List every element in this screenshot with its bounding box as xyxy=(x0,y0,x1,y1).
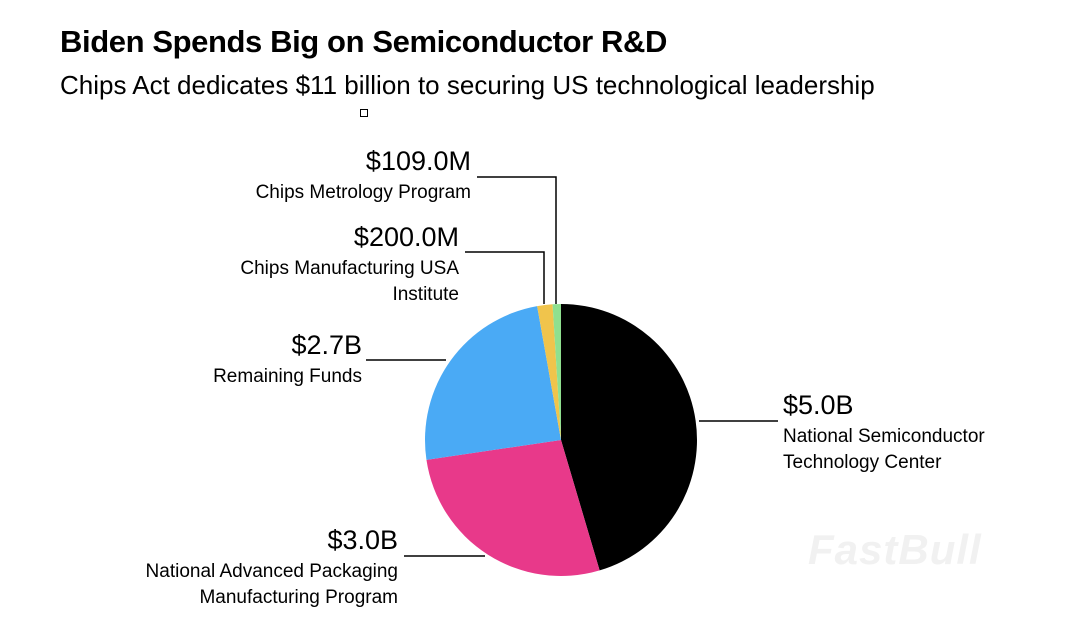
pie-slice-0 xyxy=(561,304,697,571)
slice-name-label-1-0: National Advanced Packaging xyxy=(146,561,398,582)
slice-name-label-0-0: National Semiconductor xyxy=(783,426,985,447)
pie-slice-3 xyxy=(537,304,561,440)
leader-line-3 xyxy=(465,251,545,304)
slice-name-label-3-0: Chips Manufacturing USA xyxy=(240,258,459,279)
slice-name-label-0-1: Technology Center xyxy=(783,452,942,473)
slice-value-label-0: $5.0B xyxy=(783,390,854,420)
leader-line-4 xyxy=(477,176,557,304)
slice-name-label-2-0: Remaining Funds xyxy=(213,366,362,387)
pie-slice-4 xyxy=(552,304,561,440)
slice-name-label-4-0: Chips Metrology Program xyxy=(256,182,471,203)
slice-name-label-3-1: Institute xyxy=(392,284,459,305)
slice-value-label-4: $109.0M xyxy=(366,146,471,176)
slice-value-label-3: $200.0M xyxy=(354,222,459,252)
selection-marker xyxy=(360,109,368,117)
pie-slice-1 xyxy=(426,440,600,576)
slice-name-label-1-1: Manufacturing Program xyxy=(199,587,398,608)
watermark-logo: FastBull xyxy=(808,526,982,573)
slice-value-label-2: $2.7B xyxy=(291,330,362,360)
pie-slice-2 xyxy=(425,306,561,460)
chart-title: Biden Spends Big on Semiconductor R&D xyxy=(60,24,667,59)
slice-value-label-1: $3.0B xyxy=(327,525,398,555)
chart-subtitle: Chips Act dedicates $11 billion to secur… xyxy=(60,70,875,100)
